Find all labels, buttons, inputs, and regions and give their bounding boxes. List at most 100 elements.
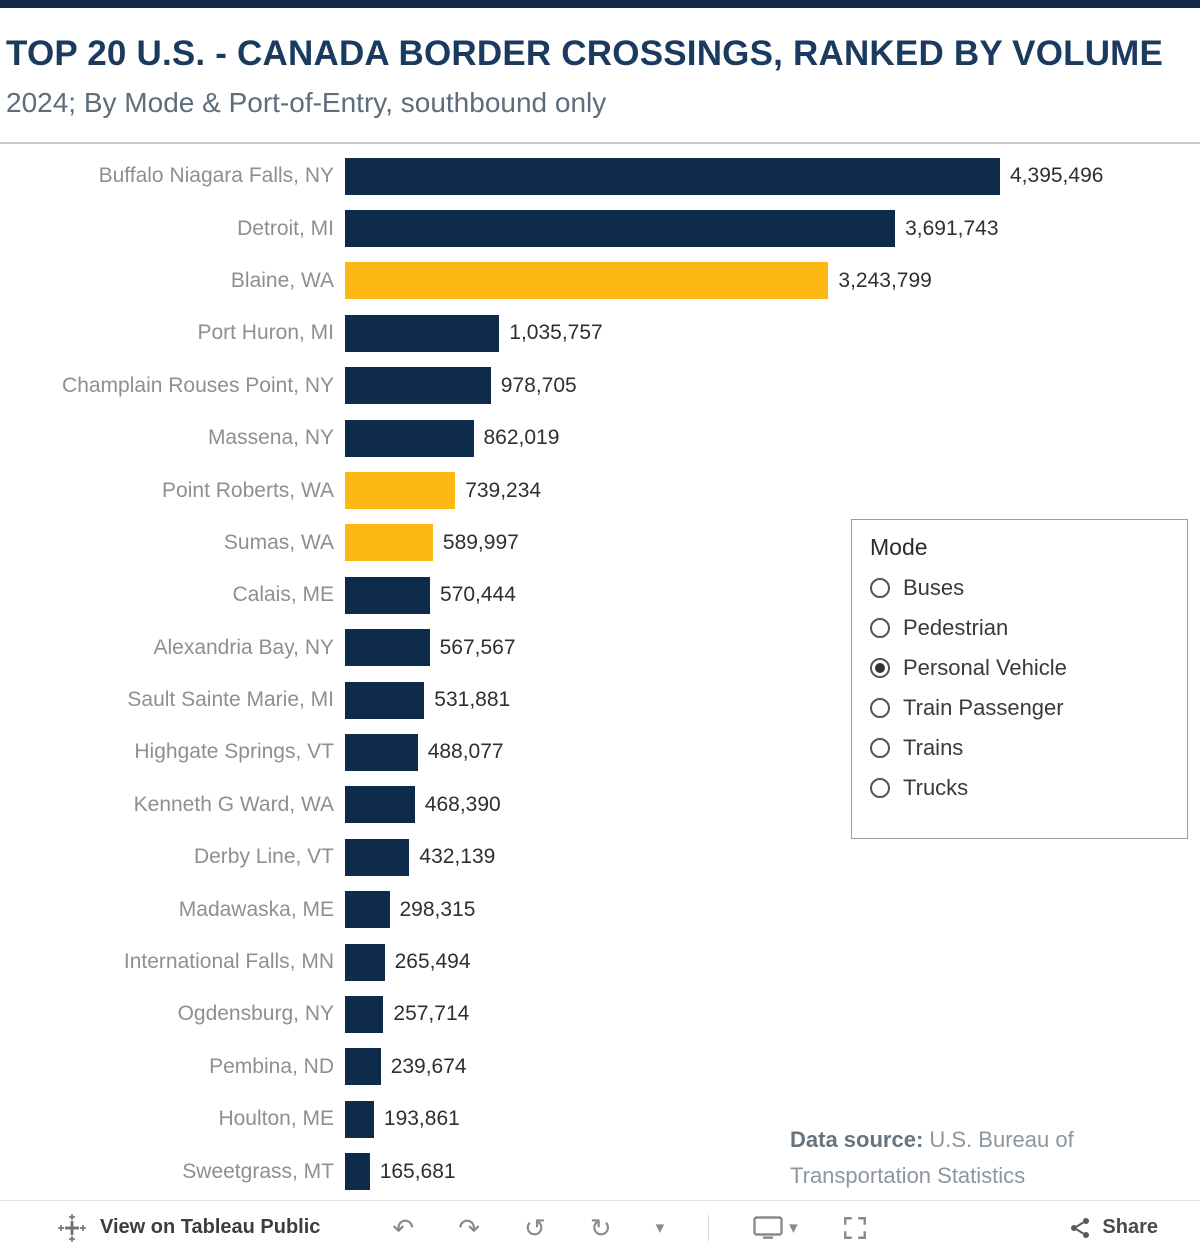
- chart-row: Pembina, ND 239,674: [0, 1041, 1200, 1093]
- view-on-tableau-public-label: View on Tableau Public: [100, 1216, 321, 1238]
- mode-filter-title: Mode: [870, 534, 928, 560]
- bar[interactable]: [345, 524, 433, 562]
- chart-row: Sault Sainte Marie, MI 531,881: [0, 674, 1200, 726]
- radio-selected-icon[interactable]: [870, 658, 890, 678]
- radio-icon[interactable]: [870, 698, 890, 718]
- radio-icon[interactable]: [870, 578, 890, 598]
- undo-icon[interactable]: ↶: [392, 1212, 415, 1243]
- category-label: Point Roberts, WA: [162, 478, 334, 502]
- bar[interactable]: [345, 629, 430, 667]
- chart-row: Champlain Rouses Point, NY 978,705: [0, 360, 1200, 412]
- toolbar-icon-group: ↶ ↷ ↺ ↻ ▾ ▾: [392, 1212, 868, 1243]
- chart-row: Calais, ME 570,444: [0, 569, 1200, 621]
- share-label: Share: [1102, 1216, 1158, 1238]
- value-label: 567,567: [439, 635, 516, 659]
- bar[interactable]: [345, 891, 390, 929]
- radio-icon[interactable]: [870, 738, 890, 758]
- bar[interactable]: [345, 943, 385, 981]
- category-label: International Falls, MN: [123, 950, 334, 974]
- bar[interactable]: [345, 419, 474, 457]
- bar[interactable]: [345, 576, 430, 614]
- mode-option-buses[interactable]: Buses: [870, 575, 1169, 601]
- chart-row: Ogdensburg, NY 257,714: [0, 988, 1200, 1040]
- chart-row: Blaine, WA 3,243,799: [0, 255, 1200, 307]
- value-label: 3,243,799: [838, 268, 932, 292]
- bar[interactable]: [345, 838, 410, 876]
- bar[interactable]: [345, 1100, 374, 1138]
- bar[interactable]: [345, 1048, 381, 1086]
- value-label: 862,019: [483, 426, 560, 450]
- mode-option-label: Train Passenger: [903, 695, 1064, 720]
- chart-row: Massena, NY 862,019: [0, 412, 1200, 464]
- mode-option-label: Pedestrian: [903, 615, 1009, 640]
- bar[interactable]: [345, 472, 456, 510]
- share-button[interactable]: Share: [1068, 1216, 1158, 1240]
- chart-row: Port Huron, MI 1,035,757: [0, 307, 1200, 359]
- category-label: Sault Sainte Marie, MI: [127, 688, 334, 712]
- category-label: Houlton, ME: [218, 1107, 334, 1131]
- chart-row: Detroit, MI 3,691,743: [0, 202, 1200, 254]
- bar[interactable]: [345, 1153, 370, 1191]
- bar[interactable]: [345, 681, 425, 719]
- data-source-label: Data source:: [790, 1127, 924, 1152]
- radio-icon[interactable]: [870, 778, 890, 798]
- bar[interactable]: [345, 262, 829, 300]
- mode-option-trucks[interactable]: Trucks: [870, 775, 1169, 801]
- redo-icon[interactable]: ↷: [458, 1212, 481, 1243]
- mode-option-pedestrian[interactable]: Pedestrian: [870, 615, 1169, 641]
- category-label: Detroit, MI: [237, 216, 334, 240]
- value-label: 488,077: [427, 740, 504, 764]
- value-label: 298,315: [399, 897, 476, 921]
- value-label: 193,861: [383, 1107, 460, 1131]
- mode-option-trains[interactable]: Trains: [870, 735, 1169, 761]
- monitor-icon: [753, 1215, 783, 1239]
- mode-options-list: Buses Pedestrian Personal Vehicle Train Pas…: [870, 575, 1169, 801]
- value-label: 978,705: [500, 373, 577, 397]
- header: TOP 20 U.S. - CANADA BORDER CROSSINGS, R…: [0, 8, 1200, 119]
- value-label: 239,674: [390, 1054, 467, 1078]
- category-label: Alexandria Bay, NY: [153, 635, 334, 659]
- chart-row: Highgate Springs, VT 488,077: [0, 726, 1200, 778]
- refresh-icon[interactable]: ↻: [589, 1212, 612, 1243]
- fullscreen-icon: [843, 1216, 866, 1239]
- category-label: Champlain Rouses Point, NY: [62, 373, 334, 397]
- value-label: 570,444: [440, 583, 516, 607]
- chart-row: Sumas, WA 589,997: [0, 517, 1200, 569]
- fullscreen-button[interactable]: [842, 1215, 868, 1241]
- value-label: 468,390: [424, 792, 501, 816]
- view-on-tableau-public-link[interactable]: View on Tableau Public: [58, 1213, 321, 1242]
- bar[interactable]: [345, 157, 1000, 195]
- device-caret-down-icon: ▾: [789, 1218, 798, 1237]
- bar[interactable]: [345, 733, 418, 771]
- category-label: Kenneth G Ward, WA: [133, 792, 334, 816]
- chart-row: Derby Line, VT 432,139: [0, 831, 1200, 883]
- radio-icon[interactable]: [870, 618, 890, 638]
- value-label: 432,139: [419, 845, 496, 869]
- bar[interactable]: [345, 367, 491, 405]
- caret-down-icon[interactable]: ▾: [655, 1218, 665, 1237]
- category-label: Derby Line, VT: [193, 845, 334, 869]
- chart-row: Alexandria Bay, NY 567,567: [0, 622, 1200, 674]
- bar[interactable]: [345, 210, 896, 248]
- title-divider: [0, 142, 1200, 144]
- bar[interactable]: [345, 786, 415, 824]
- bar[interactable]: [345, 995, 384, 1033]
- mode-option-personal-vehicle[interactable]: Personal Vehicle: [870, 655, 1169, 681]
- category-label: Buffalo Niagara Falls, NY: [98, 164, 334, 188]
- value-label: 165,681: [379, 1159, 456, 1183]
- mode-option-label: Trains: [903, 735, 964, 760]
- mode-option-train-passenger[interactable]: Train Passenger: [870, 695, 1169, 721]
- category-label: Calais, ME: [232, 583, 334, 607]
- value-label: 4,395,496: [1010, 164, 1104, 188]
- replay-icon[interactable]: ↺: [524, 1212, 546, 1243]
- value-label: 1,035,757: [509, 321, 603, 345]
- value-label: 531,881: [434, 688, 511, 712]
- mode-option-label: Personal Vehicle: [903, 655, 1067, 680]
- chart-row: International Falls, MN 265,494: [0, 936, 1200, 988]
- device-layouts-button[interactable]: ▾: [753, 1215, 798, 1240]
- category-label: Massena, NY: [207, 426, 334, 450]
- category-label: Sweetgrass, MT: [182, 1159, 334, 1183]
- bar[interactable]: [345, 314, 500, 352]
- mode-option-label: Buses: [903, 575, 965, 600]
- category-label: Pembina, ND: [209, 1054, 334, 1078]
